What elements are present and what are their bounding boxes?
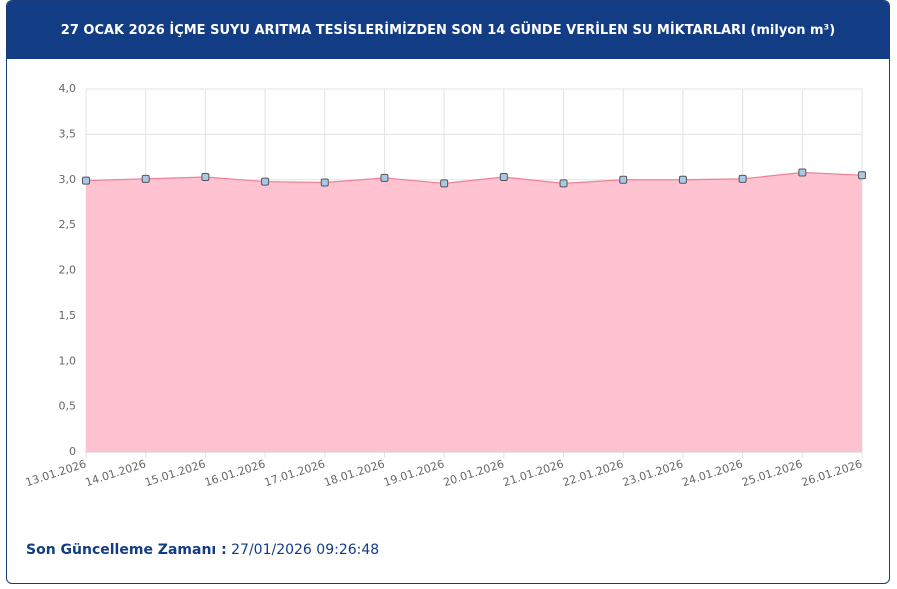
marker — [619, 175, 628, 184]
x-tick-label: 17.01.2026 — [263, 457, 327, 489]
marker — [678, 175, 687, 184]
x-tick-label: 21.01.2026 — [501, 457, 565, 489]
y-tick-label: 2,5 — [59, 218, 77, 231]
footer: Son Güncelleme Zamanı : 27/01/2026 09:26… — [26, 542, 379, 558]
marker — [499, 173, 508, 182]
footer-value: 27/01/2026 09:26:48 — [231, 542, 380, 558]
marker — [858, 171, 866, 180]
area — [86, 172, 862, 453]
x-tick-label: 25.01.2026 — [740, 457, 804, 489]
x-tick-label: 26.01.2026 — [800, 457, 864, 489]
x-tick-label: 20.01.2026 — [442, 457, 506, 489]
x-tick-label: 14.01.2026 — [84, 457, 148, 489]
y-tick-label: 0 — [69, 445, 76, 458]
footer-label: Son Güncelleme Zamanı : — [26, 542, 227, 558]
y-tick-label: 4,0 — [59, 82, 77, 95]
marker — [559, 179, 568, 188]
x-tick-label: 13.01.2026 — [24, 457, 88, 489]
x-tick-label: 19.01.2026 — [382, 457, 446, 489]
x-tick-label: 16.01.2026 — [203, 457, 267, 489]
y-tick-label: 3,5 — [59, 127, 77, 140]
marker — [440, 179, 449, 188]
x-tick-label: 24.01.2026 — [681, 457, 745, 489]
marker — [798, 168, 807, 177]
x-tick-label: 18.01.2026 — [322, 457, 386, 489]
marker — [320, 178, 329, 187]
y-tick-label: 1,5 — [59, 309, 77, 322]
y-tick-label: 0,5 — [59, 400, 77, 413]
chart-title: 27 OCAK 2026 İÇME SUYU ARITMA TESİSLERİM… — [7, 1, 889, 59]
marker — [261, 177, 270, 186]
marker — [201, 173, 210, 182]
card: 27 OCAK 2026 İÇME SUYU ARITMA TESİSLERİM… — [6, 0, 890, 584]
y-tick-label: 2,0 — [59, 264, 77, 277]
marker — [82, 176, 90, 185]
x-tick-label: 22.01.2026 — [561, 457, 625, 489]
marker — [380, 173, 389, 182]
x-tick-label: 15.01.2026 — [143, 457, 207, 489]
y-tick-label: 3,0 — [59, 173, 77, 186]
line — [85, 171, 863, 184]
y-tick-label: 1,0 — [59, 354, 77, 367]
marker — [141, 174, 150, 183]
x-tick-label: 23.01.2026 — [621, 457, 685, 489]
marker — [738, 174, 747, 183]
